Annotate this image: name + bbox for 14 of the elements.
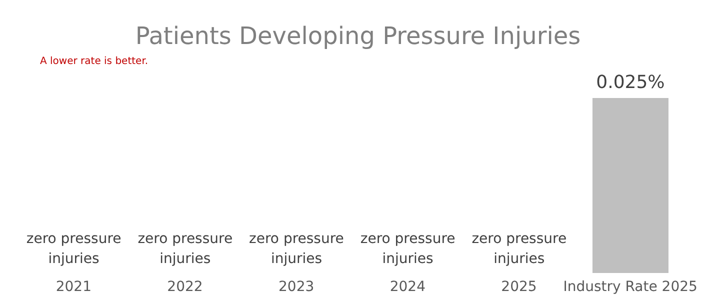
data-label: zero pressure injuries xyxy=(138,231,233,267)
data-label: zero pressure injuries xyxy=(249,231,344,267)
chart-title: Patients Developing Pressure Injuries xyxy=(134,22,582,50)
x-tick-label: 2022 xyxy=(167,278,203,295)
text: A lower rate is better. xyxy=(40,56,148,67)
data-label: zero pressure injuries xyxy=(26,231,122,267)
x-tick-label: 2025 xyxy=(501,278,537,295)
data-label: 0.025% xyxy=(596,72,665,93)
data-label: zero pressure injuries xyxy=(472,231,567,267)
data-label: zero pressure injuries xyxy=(360,231,456,267)
x-tick-label: 2021 xyxy=(56,278,92,295)
x-tick-label: 2023 xyxy=(278,278,314,295)
x-tick-label: Industry Rate 2025 xyxy=(563,278,698,295)
x-tick-label: 2024 xyxy=(390,278,426,295)
